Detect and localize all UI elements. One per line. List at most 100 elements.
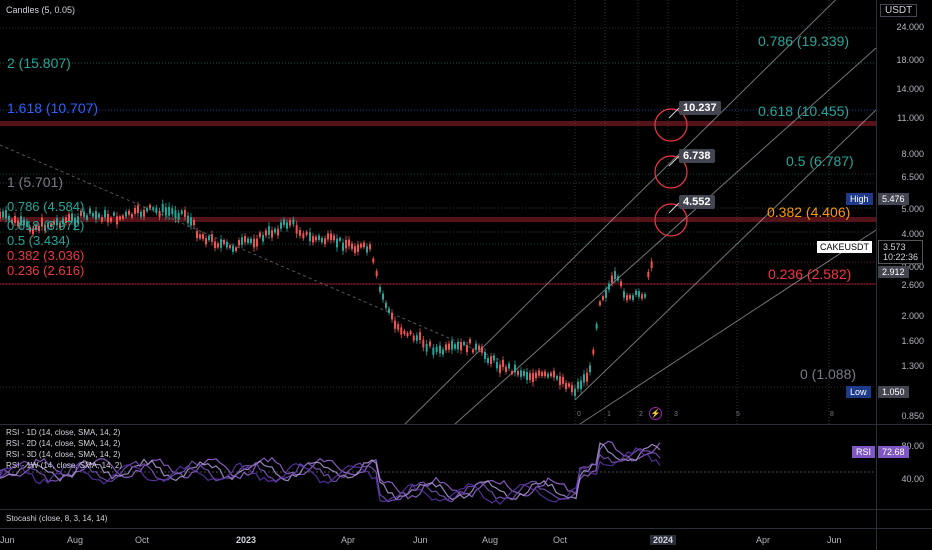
candle-body xyxy=(448,343,450,350)
candle-body xyxy=(553,370,555,378)
target-callout-3[interactable]: 4.552 xyxy=(679,195,715,209)
fib-05-label: 0.5 (3.434) xyxy=(7,233,70,248)
candle-body xyxy=(20,216,22,225)
channel-line xyxy=(404,0,837,425)
candle-body xyxy=(119,216,121,220)
candle-body xyxy=(305,231,308,235)
candle-body xyxy=(274,228,276,233)
candle-body xyxy=(487,358,489,364)
rsi-axis-tick: 80.00 xyxy=(901,441,924,451)
candle-body xyxy=(277,228,279,236)
candle-body xyxy=(47,222,49,228)
candle-body xyxy=(532,373,534,383)
candle-body xyxy=(382,293,384,300)
candle-body xyxy=(357,244,359,252)
callout-connector xyxy=(668,107,680,119)
candle-body xyxy=(318,235,320,240)
candle-body xyxy=(499,364,501,373)
candle-body xyxy=(611,275,613,283)
candle-body xyxy=(589,365,591,373)
candle-body xyxy=(271,230,273,238)
candle-body xyxy=(599,301,601,306)
resistance-band xyxy=(0,121,876,126)
rsi-legend-3d[interactable]: RSI - 3D (14, close, SMA, 14, 2) xyxy=(6,450,121,459)
candle-body xyxy=(171,208,174,215)
candle-body xyxy=(435,346,438,352)
price-tick: 24.000 xyxy=(896,22,924,32)
candle-body xyxy=(409,331,412,335)
lightning-icon[interactable]: ⚡ xyxy=(649,407,662,420)
candle-body xyxy=(457,342,459,350)
rsi-legend-1d[interactable]: RSI - 1D (14, close, SMA, 14, 2) xyxy=(6,428,121,437)
candle-body xyxy=(391,312,393,320)
rsi-legend-1w[interactable]: RSI - 1W (14, close, SMA, 14, 2) xyxy=(6,461,123,470)
time-tick: Jun xyxy=(413,535,428,545)
candle-body xyxy=(429,341,431,347)
currency-label[interactable]: USDT xyxy=(880,4,918,17)
candle-body xyxy=(247,238,249,243)
candle-body xyxy=(77,216,79,224)
candle-body xyxy=(592,349,595,355)
stoch-legend[interactable]: Stocashi (close, 8, 3, 14, 14) xyxy=(6,514,108,523)
candle-body xyxy=(98,213,100,218)
candle-body xyxy=(419,332,421,340)
time-tick: Jun xyxy=(827,535,842,545)
candle-body xyxy=(336,238,338,248)
candle-body xyxy=(406,332,409,337)
candle-body xyxy=(342,242,344,251)
candle-body xyxy=(565,382,567,390)
candle-body xyxy=(544,371,546,377)
rsi-pane-separator[interactable] xyxy=(0,424,932,425)
candle-body xyxy=(68,214,70,222)
candle-body xyxy=(214,241,216,249)
countdown-value: 10:22:36 xyxy=(883,252,919,262)
rsi-legend-2d[interactable]: RSI - 2D (14, close, SMA, 14, 2) xyxy=(6,439,121,448)
candle-body xyxy=(617,276,619,281)
candle-body xyxy=(53,221,55,225)
rsi-line xyxy=(0,440,661,500)
time-tick: Apr xyxy=(756,535,771,545)
candle-body xyxy=(89,208,91,214)
target-circle xyxy=(654,108,688,142)
candle-body xyxy=(324,238,326,245)
candle-body xyxy=(146,207,148,212)
channel-line xyxy=(574,109,877,401)
candle-body xyxy=(265,230,267,236)
candle-body xyxy=(623,291,625,298)
candles-legend[interactable]: Candles (5, 0.05) xyxy=(6,5,76,15)
target-callout-1[interactable]: 10.237 xyxy=(679,101,721,115)
candle-body xyxy=(149,204,151,209)
candle-body xyxy=(388,308,390,313)
candle-body xyxy=(250,238,252,244)
candle-body xyxy=(490,356,492,364)
high-value-badge: 5.476 xyxy=(878,193,909,205)
candle-body xyxy=(397,324,400,330)
candle-body xyxy=(602,296,604,300)
channel-line xyxy=(579,229,877,425)
fib-2-label: 2 (15.807) xyxy=(7,55,71,71)
candle-body xyxy=(238,240,240,246)
fib-0618-label: 0.618 (3.972) xyxy=(7,218,85,233)
price-tick: 1.600 xyxy=(901,336,924,346)
candle-body xyxy=(422,339,425,348)
price-tick: 5.000 xyxy=(901,204,924,214)
candle-body xyxy=(280,222,282,229)
rsi-label-badge: RSI xyxy=(852,446,876,458)
time-tick: Jun xyxy=(0,535,15,545)
candle-body xyxy=(586,372,588,382)
target-callout-2[interactable]: 6.738 xyxy=(679,149,715,163)
stoch-pane-separator[interactable] xyxy=(0,509,932,510)
candle-body xyxy=(104,210,106,218)
fib-1618-label: 1.618 (10.707) xyxy=(7,100,99,116)
candle-body xyxy=(394,320,396,329)
candle-body xyxy=(140,211,142,217)
price-tick: 2.600 xyxy=(901,280,924,290)
candle-body xyxy=(244,236,246,243)
candle-body xyxy=(220,239,222,248)
candle-body xyxy=(59,223,61,229)
candle-body xyxy=(375,271,378,277)
candle-body xyxy=(632,295,634,300)
fib-0786-label: 0.786 (4.584) xyxy=(7,199,85,214)
resistance-band xyxy=(0,217,876,222)
